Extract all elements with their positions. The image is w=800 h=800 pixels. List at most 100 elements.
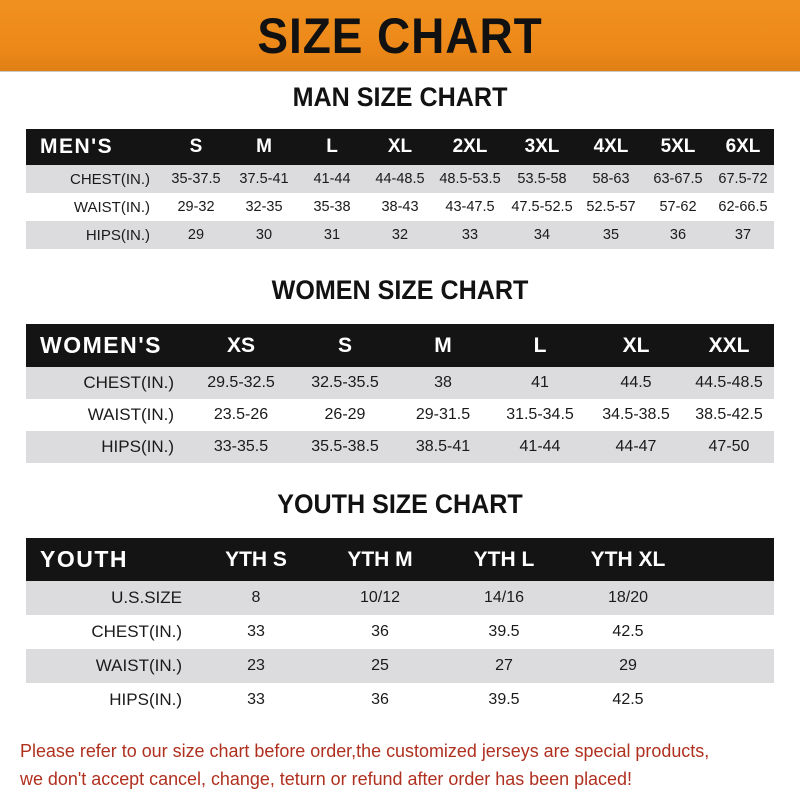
youth-cell-2-0: 23 [194, 649, 318, 683]
women-cell-2-1: 35.5-38.5 [296, 431, 394, 463]
youth-cell-3-2: 39.5 [442, 683, 566, 717]
men-table-body: CHEST(IN.) 35-37.5 37.5-41 41-44 44-48.5… [26, 165, 774, 249]
youth-cell-1-3: 42.5 [566, 615, 690, 649]
men-cell-1-0: 29-32 [162, 193, 230, 221]
table-row: HIPS(IN.) 29 30 31 32 33 34 35 36 37 [26, 221, 774, 249]
men-cell-2-4: 33 [434, 221, 506, 249]
women-cell-0-5: 44.5-48.5 [684, 367, 774, 399]
table-row: U.S.SIZE 8 10/12 14/16 18/20 [26, 581, 774, 615]
youth-cell-2-1: 25 [318, 649, 442, 683]
youth-cell-1-0: 33 [194, 615, 318, 649]
youth-cell-3-1: 36 [318, 683, 442, 717]
women-cell-0-1: 32.5-35.5 [296, 367, 394, 399]
youth-cell-0-0: 8 [194, 581, 318, 615]
women-row-1-label: WAIST(IN.) [26, 399, 186, 431]
men-cell-2-1: 30 [230, 221, 298, 249]
women-cell-1-3: 31.5-34.5 [492, 399, 588, 431]
men-cell-1-8: 62-66.5 [712, 193, 774, 221]
spacer [0, 249, 800, 275]
women-size-table: WOMEN'S XS S M L XL XXL CHEST(IN.) 29.5-… [26, 324, 774, 463]
women-cell-2-3: 41-44 [492, 431, 588, 463]
women-cell-0-4: 44.5 [588, 367, 684, 399]
youth-row-0-label: U.S.SIZE [26, 581, 194, 615]
men-col-5: 3XL [506, 129, 578, 165]
disclaimer-line-2: we don't accept cancel, change, teturn o… [20, 767, 632, 789]
men-cell-0-8: 67.5-72 [712, 165, 774, 193]
youth-cell-1-pad [690, 615, 774, 649]
youth-cell-0-3: 18/20 [566, 581, 690, 615]
table-header-row: WOMEN'S XS S M L XL XXL [26, 324, 774, 367]
men-size-table: MEN'S S M L XL 2XL 3XL 4XL 5XL 6XL CHEST… [26, 129, 774, 249]
youth-header-label: YOUTH [26, 538, 194, 581]
table-header-row: YOUTH YTH S YTH M YTH L YTH XL [26, 538, 774, 581]
spacer [0, 520, 800, 538]
women-row-2-label: HIPS(IN.) [26, 431, 186, 463]
table-row: CHEST(IN.) 29.5-32.5 32.5-35.5 38 41 44.… [26, 367, 774, 399]
women-header-label: WOMEN'S [26, 324, 186, 367]
youth-cell-3-3: 42.5 [566, 683, 690, 717]
youth-col-2: YTH L [442, 538, 566, 581]
disclaimer-line-1: Please refer to our size chart before or… [20, 740, 710, 761]
men-cell-0-0: 35-37.5 [162, 165, 230, 193]
youth-size-table: YOUTH YTH S YTH M YTH L YTH XL U.S.SIZE … [26, 538, 774, 717]
men-row-2-label: HIPS(IN.) [26, 221, 162, 249]
women-table-header: WOMEN'S XS S M L XL XXL [26, 324, 774, 367]
youth-cell-2-2: 27 [442, 649, 566, 683]
men-cell-2-0: 29 [162, 221, 230, 249]
youth-row-3-label: HIPS(IN.) [26, 683, 194, 717]
women-table-body: CHEST(IN.) 29.5-32.5 32.5-35.5 38 41 44.… [26, 367, 774, 463]
men-table-header: MEN'S S M L XL 2XL 3XL 4XL 5XL 6XL [26, 129, 774, 165]
spacer [0, 113, 800, 129]
men-cell-2-7: 36 [644, 221, 712, 249]
women-col-5: XXL [684, 324, 774, 367]
youth-table-body: U.S.SIZE 8 10/12 14/16 18/20 CHEST(IN.) … [26, 581, 774, 717]
youth-section-title: YOUTH SIZE CHART [277, 489, 523, 519]
youth-cell-0-2: 14/16 [442, 581, 566, 615]
youth-cell-3-0: 33 [194, 683, 318, 717]
youth-cell-1-1: 36 [318, 615, 442, 649]
men-cell-1-3: 38-43 [366, 193, 434, 221]
table-row: CHEST(IN.) 33 36 39.5 42.5 [26, 615, 774, 649]
youth-table-header: YOUTH YTH S YTH M YTH L YTH XL [26, 538, 774, 581]
women-cell-0-3: 41 [492, 367, 588, 399]
table-row: HIPS(IN.) 33 36 39.5 42.5 [26, 683, 774, 717]
table-header-row: MEN'S S M L XL 2XL 3XL 4XL 5XL 6XL [26, 129, 774, 165]
spacer [0, 72, 800, 82]
youth-cell-1-2: 39.5 [442, 615, 566, 649]
men-cell-0-7: 63-67.5 [644, 165, 712, 193]
men-cell-0-1: 37.5-41 [230, 165, 298, 193]
youth-col-pad [690, 538, 774, 581]
youth-col-0: YTH S [194, 538, 318, 581]
youth-col-1: YTH M [318, 538, 442, 581]
page-banner: SIZE CHART [0, 0, 800, 72]
youth-col-3: YTH XL [566, 538, 690, 581]
women-cell-0-2: 38 [394, 367, 492, 399]
men-col-7: 5XL [644, 129, 712, 165]
table-row: WAIST(IN.) 29-32 32-35 35-38 38-43 43-47… [26, 193, 774, 221]
women-cell-1-4: 34.5-38.5 [588, 399, 684, 431]
women-row-0-label: CHEST(IN.) [26, 367, 186, 399]
women-chart-block: WOMEN'S XS S M L XL XXL CHEST(IN.) 29.5-… [26, 324, 774, 463]
men-cell-2-5: 34 [506, 221, 578, 249]
table-row: CHEST(IN.) 35-37.5 37.5-41 41-44 44-48.5… [26, 165, 774, 193]
men-col-0: S [162, 129, 230, 165]
youth-row-1-label: CHEST(IN.) [26, 615, 194, 649]
youth-chart-block: YOUTH YTH S YTH M YTH L YTH XL U.S.SIZE … [26, 538, 774, 717]
men-section-title: MAN SIZE CHART [292, 82, 508, 112]
table-row: WAIST(IN.) 23 25 27 29 [26, 649, 774, 683]
men-cell-1-4: 43-47.5 [434, 193, 506, 221]
men-col-6: 4XL [578, 129, 644, 165]
youth-cell-0-pad [690, 581, 774, 615]
youth-cell-2-3: 29 [566, 649, 690, 683]
youth-cell-0-1: 10/12 [318, 581, 442, 615]
youth-cell-3-pad [690, 683, 774, 717]
men-row-1-label: WAIST(IN.) [26, 193, 162, 221]
men-cell-2-8: 37 [712, 221, 774, 249]
women-cell-2-0: 33-35.5 [186, 431, 296, 463]
men-col-3: XL [366, 129, 434, 165]
women-cell-2-4: 44-47 [588, 431, 684, 463]
men-cell-1-1: 32-35 [230, 193, 298, 221]
women-cell-2-2: 38.5-41 [394, 431, 492, 463]
men-row-0-label: CHEST(IN.) [26, 165, 162, 193]
